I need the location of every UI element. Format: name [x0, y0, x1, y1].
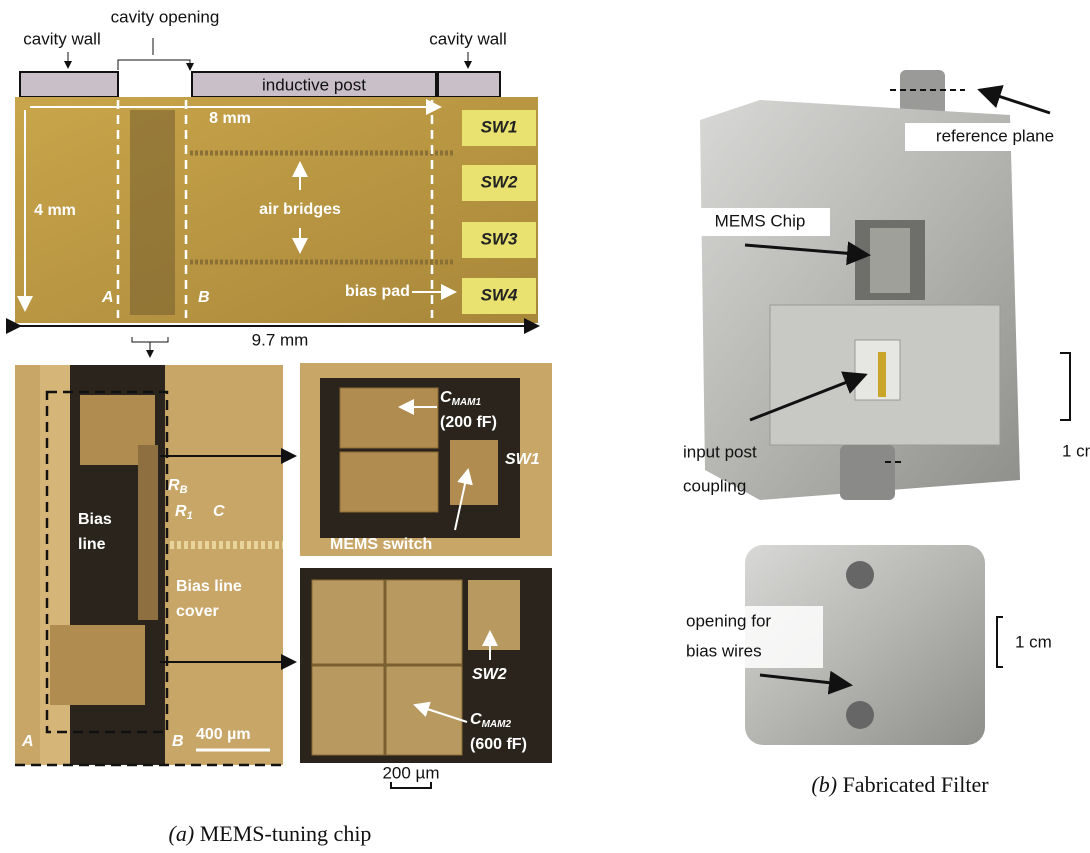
label-part: (a) — [169, 821, 195, 846]
label: 200 µm — [382, 763, 439, 782]
label: C — [213, 503, 225, 520]
label: bias wires — [686, 641, 762, 660]
connector — [846, 561, 874, 589]
bracket — [118, 38, 190, 70]
label-part: Fabricated Filter — [843, 772, 990, 797]
label-part: MAM2 — [482, 719, 512, 730]
scale-bar — [997, 617, 1003, 667]
scale-bar — [391, 782, 431, 788]
label: coupling — [683, 476, 746, 495]
label: 8 mm — [209, 110, 251, 127]
label: input post — [683, 442, 757, 461]
caption: (a) MEMS-tuning chip — [169, 821, 372, 846]
label: SW2 — [481, 172, 518, 191]
label: bias pad — [345, 283, 410, 300]
label: 9.7 mm — [252, 330, 309, 349]
panel-a-detail: RB R1 C Bias line Bias line cover A B 40… — [15, 365, 295, 765]
label: B — [198, 289, 210, 306]
label-part: C — [440, 389, 452, 406]
label: cover — [176, 603, 219, 620]
post — [878, 352, 886, 397]
figure: cavity opening cavity wall cavity wall i… — [0, 0, 1090, 853]
label-part: R — [175, 503, 187, 520]
bracket — [132, 337, 168, 357]
label-part: (b) — [811, 772, 837, 797]
label: 1 cm — [1015, 632, 1052, 651]
label: (600 fF) — [470, 736, 527, 753]
label: inductive post — [262, 75, 366, 94]
switch — [468, 580, 520, 650]
label-part: R — [168, 477, 180, 494]
label-part: C — [470, 711, 482, 728]
label: MEMS switch — [330, 536, 432, 553]
capacitor — [340, 452, 438, 512]
bias-line — [138, 445, 158, 620]
label-part: MAM1 — [452, 397, 482, 408]
label: cavity wall — [429, 29, 506, 48]
label: Bias line — [176, 578, 242, 595]
label: (200 fF) — [440, 414, 497, 431]
label: MEMS Chip — [715, 211, 806, 230]
label: Bias — [78, 511, 112, 528]
arrow — [980, 90, 1050, 113]
caption: (b) Fabricated Filter — [811, 772, 989, 797]
label: SW3 — [481, 229, 518, 248]
wall — [438, 72, 500, 97]
label: B — [172, 733, 184, 750]
scale-bar — [1060, 353, 1070, 420]
label-part: 1 — [187, 510, 193, 522]
label: reference plane — [936, 126, 1054, 145]
chip — [870, 228, 910, 293]
label: 1 cm — [1062, 441, 1090, 460]
label: 4 mm — [34, 202, 76, 219]
label: A — [101, 289, 114, 306]
opening — [855, 340, 900, 400]
label: cavity opening — [111, 7, 220, 26]
label: 400 µm — [196, 726, 251, 743]
label: A — [21, 733, 34, 750]
connector — [846, 701, 874, 729]
capacitor — [50, 625, 145, 705]
panel-a-zoom-sw2: SW2 CMAM2 (600 fF) — [300, 568, 552, 763]
panel-a-top: cavity opening cavity wall cavity wall i… — [15, 7, 538, 357]
label: SW1 — [505, 451, 540, 468]
label-part: MEMS-tuning chip — [200, 821, 372, 846]
label: SW1 — [481, 117, 518, 136]
label: SW2 — [472, 666, 507, 683]
chip-detail — [130, 110, 175, 315]
capacitor — [312, 580, 462, 755]
switch — [450, 440, 498, 505]
label: air bridges — [259, 201, 341, 218]
connector — [840, 445, 895, 500]
capacitor — [340, 388, 438, 448]
label: SW4 — [481, 285, 518, 304]
panel-a-zoom-sw1: CMAM1 (200 fF) SW1 MEMS switch — [300, 363, 552, 556]
wall — [20, 72, 118, 97]
label: line — [78, 536, 106, 553]
panel-b: reference plane MEMS Chip input post cou… — [683, 70, 1090, 797]
label-part: B — [180, 484, 188, 496]
label: opening for — [686, 611, 771, 630]
label: cavity wall — [23, 29, 100, 48]
